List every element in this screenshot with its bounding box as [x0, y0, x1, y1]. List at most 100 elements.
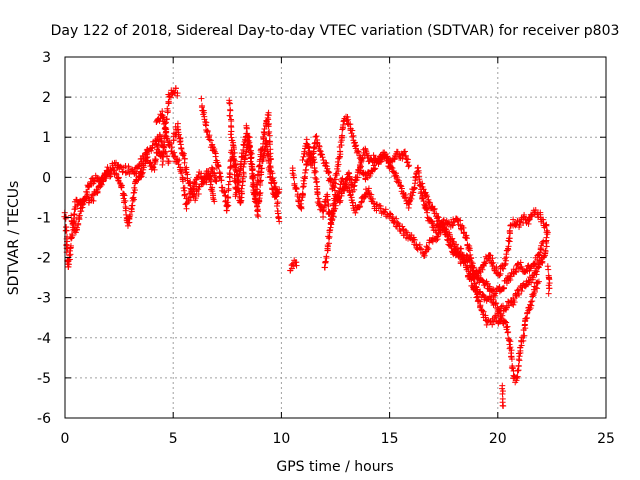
data-point: [201, 113, 208, 120]
data-point: [72, 205, 79, 212]
data-point: [225, 181, 232, 188]
data-point: [448, 245, 455, 252]
data-point: [504, 323, 511, 330]
data-point: [543, 229, 550, 236]
data-point: [328, 219, 335, 226]
data-point: [532, 260, 539, 267]
data-point: [516, 353, 523, 360]
data-point: [245, 137, 252, 144]
data-point: [539, 258, 546, 265]
data-point: [517, 218, 524, 225]
data-point: [543, 243, 550, 250]
data-point: [160, 114, 167, 121]
data-point: [259, 145, 266, 152]
data-point: [252, 196, 259, 203]
data-point: [300, 153, 307, 160]
data-point: [318, 151, 325, 158]
data-point: [313, 133, 320, 140]
data-point: [298, 205, 305, 212]
axis-ticks: -6 -5 -4 -3 -2 -1 0 1 2 3 0 5 10 15 20 25: [37, 50, 615, 447]
data-point: [67, 244, 74, 251]
data-point: [68, 212, 75, 219]
data-point: [529, 276, 536, 283]
data-point: [151, 166, 158, 173]
data-point: [508, 356, 515, 363]
data-point: [293, 186, 300, 193]
data-point: [499, 312, 506, 319]
data-point: [418, 246, 425, 253]
data-point: [470, 284, 477, 291]
data-point: [127, 212, 134, 219]
data-point: [327, 178, 334, 185]
data-point: [496, 272, 503, 279]
data-point: [221, 188, 228, 195]
data-point: [90, 197, 97, 204]
data-point: [403, 229, 410, 236]
data-point: [349, 133, 356, 140]
data-point: [546, 285, 553, 292]
data-point: [507, 338, 514, 345]
data-point: [523, 266, 530, 273]
data-point: [140, 164, 147, 171]
data-point: [289, 165, 296, 172]
data-point: [132, 170, 139, 177]
data-point: [303, 136, 310, 143]
data-point: [194, 174, 201, 181]
data-point: [501, 262, 508, 269]
data-point: [319, 154, 326, 161]
data-point: [541, 253, 548, 260]
data-point: [489, 255, 496, 262]
data-point: [113, 171, 120, 178]
data-point: [505, 235, 512, 242]
data-point: [426, 199, 433, 206]
data-point: [258, 147, 265, 154]
data-point: [387, 210, 394, 217]
data-point: [233, 185, 240, 192]
data-point: [227, 112, 234, 119]
data-point: [509, 364, 516, 371]
data-point: [227, 165, 234, 172]
data-point: [219, 184, 226, 191]
data-point: [388, 164, 395, 171]
data-point: [152, 156, 159, 163]
data-point: [178, 170, 185, 177]
y-tick-label: -6: [37, 411, 51, 427]
data-point: [62, 215, 69, 222]
data-point: [332, 176, 339, 183]
data-point: [489, 287, 496, 294]
data-point: [69, 232, 76, 239]
data-point: [217, 173, 224, 180]
data-point: [267, 163, 274, 170]
data-point: [461, 229, 468, 236]
data-point: [402, 227, 409, 234]
data-point: [424, 244, 431, 251]
data-point: [420, 198, 427, 205]
data-point: [209, 188, 216, 195]
data-point: [252, 191, 259, 198]
data-point: [122, 197, 129, 204]
data-point: [490, 259, 497, 266]
data-point: [273, 202, 280, 209]
data-point: [492, 292, 499, 299]
data-point: [260, 140, 267, 147]
data-point: [181, 191, 188, 198]
data-point: [424, 193, 431, 200]
data-point: [223, 207, 230, 214]
data-point: [303, 140, 310, 147]
data-point: [75, 220, 82, 227]
data-point: [481, 259, 488, 266]
data-point: [237, 166, 244, 173]
data-point: [123, 205, 130, 212]
data-point: [254, 206, 261, 213]
data-point: [434, 213, 441, 220]
data-point: [500, 284, 507, 291]
data-point: [533, 268, 540, 275]
data-point: [232, 193, 239, 200]
data-point: [174, 90, 181, 97]
data-point: [483, 321, 490, 328]
data-point: [265, 109, 272, 116]
data-point: [166, 93, 173, 100]
data-point: [479, 307, 486, 314]
data-point: [349, 127, 356, 134]
data-point: [176, 157, 183, 164]
